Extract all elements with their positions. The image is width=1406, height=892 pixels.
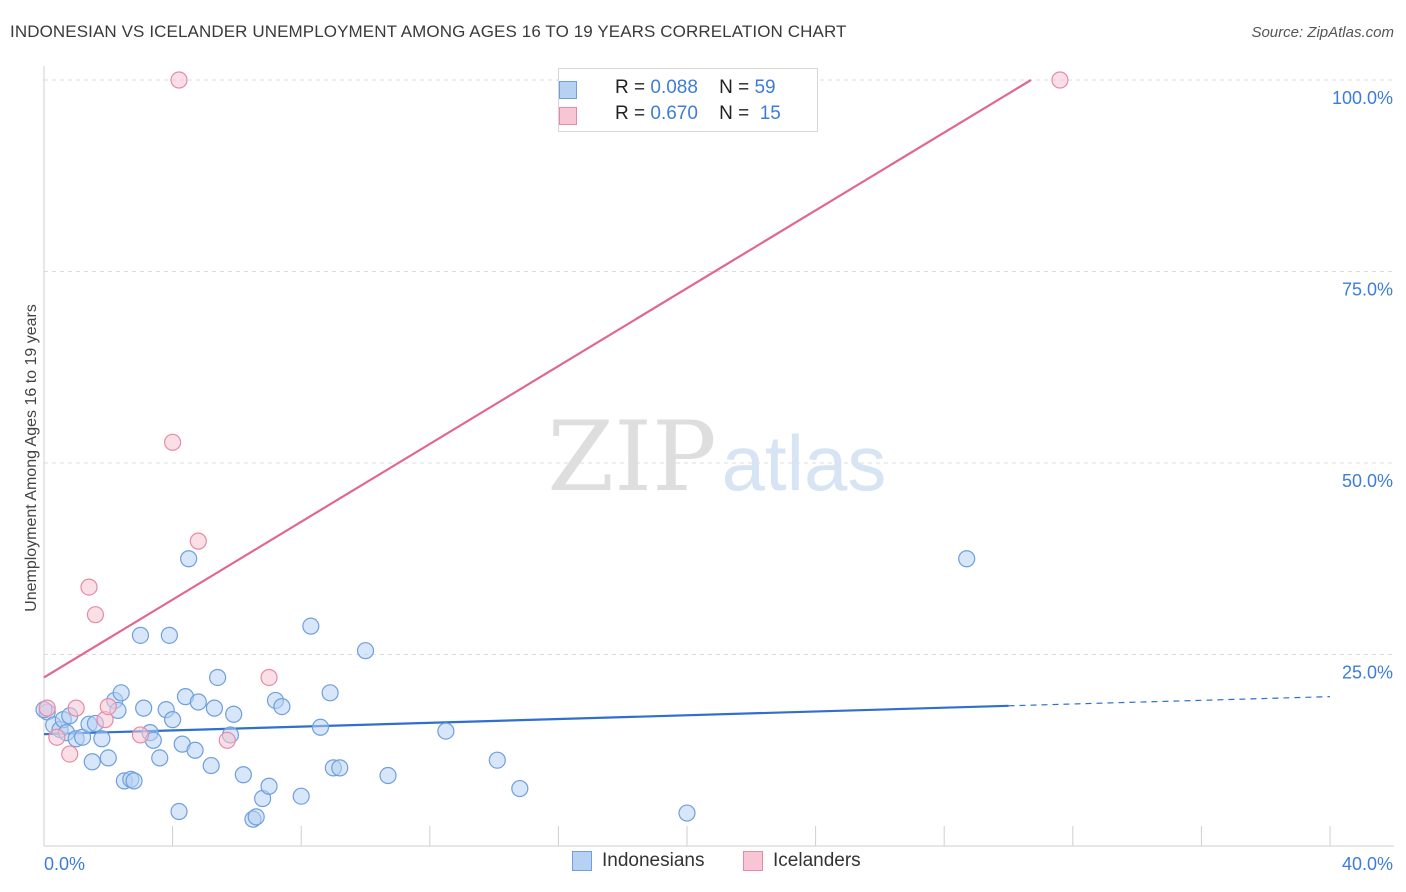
legend-swatch-blue (559, 81, 577, 99)
source-label: Source: ZipAtlas.com (1251, 24, 1394, 41)
n-label: N = (719, 77, 750, 98)
indonesians-point-18 (125, 772, 143, 790)
icelanders-point-1 (48, 728, 66, 746)
indonesians-point-32 (189, 693, 207, 711)
y-tick-label-25: 25.0% (1342, 663, 1393, 683)
icelanders-point-13 (260, 668, 278, 687)
chart-title: INDONESIAN VS ICELANDER UNEMPLOYMENT AMO… (10, 22, 847, 41)
icelanders-point-11 (189, 532, 207, 550)
indonesians-point-30 (180, 550, 198, 568)
indonesians-point-19 (131, 626, 150, 644)
watermark: ZIP atlas (547, 401, 886, 513)
indonesians-point-47 (311, 718, 330, 736)
legend-item-icelanders[interactable]: Icelanders (743, 850, 861, 872)
icelanders-point-5 (86, 606, 105, 624)
indonesians-point-35 (209, 668, 227, 687)
indonesians-point-38 (234, 766, 252, 784)
icelanders-point-8 (131, 726, 150, 744)
indonesians-point-44 (273, 697, 291, 716)
indonesians-point-20 (135, 699, 153, 717)
legend-swatch-indonesians (572, 851, 592, 871)
indonesians-point-12 (99, 749, 117, 767)
n-value: 15 (759, 103, 781, 124)
n-label: N = (719, 103, 750, 124)
indonesians-point-52 (379, 766, 397, 785)
legend-swatch-icelanders (743, 851, 763, 871)
x-tick-label-max: 40.0% (1342, 854, 1393, 874)
indonesians-point-50 (331, 759, 349, 777)
indonesians-point-54 (488, 751, 506, 769)
indonesians-point-11 (93, 730, 111, 748)
y-axis-label: Unemployment Among Ages 16 to 19 years (23, 304, 40, 612)
legend-label-indonesians: Indonesians (602, 850, 705, 871)
indonesians-point-46 (302, 617, 320, 635)
indonesians-point-33 (202, 756, 220, 775)
icelanders-point-14 (1051, 71, 1069, 89)
indonesians-point-48 (321, 684, 339, 702)
icelanders-point-4 (80, 578, 98, 596)
y-tick-label-75: 75.0% (1342, 280, 1393, 300)
icelanders-point-12 (218, 731, 236, 749)
icelanders-point-10 (170, 71, 188, 89)
indonesians-point-51 (356, 642, 375, 660)
n-value: 59 (754, 77, 776, 98)
indonesians-point-53 (437, 722, 455, 740)
indonesians-point-15 (112, 684, 130, 702)
indonesians-point-40 (247, 808, 265, 826)
tick-labels: 25.0% 50.0% 75.0% 100.0% 0.0% 40.0% (44, 88, 1393, 874)
r-label: R = (615, 77, 646, 98)
stats-legend: R = 0.088 N = 59 R = 0.670 N = 15 (558, 68, 818, 132)
watermark-atlas: atlas (722, 419, 887, 507)
legend-label-icelanders: Icelanders (773, 850, 861, 871)
trend-line-indonesians (43, 704, 1009, 736)
icelanders-point-9 (164, 433, 182, 451)
watermark-zip: ZIP (547, 401, 716, 513)
indonesians-point-45 (292, 787, 310, 805)
indonesians-point-25 (160, 626, 178, 644)
x-tick-label-min: 0.0% (44, 854, 85, 874)
indonesians-point-31 (186, 741, 204, 759)
indonesians-point-9 (83, 753, 101, 771)
points-indonesians (35, 550, 976, 828)
indonesians-point-57 (958, 550, 976, 568)
trend-lines (43, 79, 1331, 736)
icelanders-point-0 (38, 699, 56, 717)
stats-legend-row-icelanders: R = 0.670 N = 15 (559, 102, 781, 126)
legend-swatch-pink (559, 107, 577, 125)
r-label: R = (615, 103, 646, 124)
indonesians-point-27 (170, 802, 188, 821)
legend-item-indonesians[interactable]: Indonesians (572, 850, 704, 872)
icelanders-point-7 (99, 697, 117, 716)
indonesians-point-34 (205, 699, 223, 717)
gridlines (44, 79, 1394, 655)
y-tick-label-50: 50.0% (1342, 471, 1393, 491)
indonesians-point-23 (151, 749, 169, 767)
trend-line-icelanders (43, 79, 1032, 679)
points-icelanders (38, 71, 1069, 763)
indonesians-point-26 (164, 711, 182, 729)
icelanders-point-3 (67, 699, 85, 717)
indonesians-point-56 (678, 804, 696, 822)
series-legend: Indonesians Icelanders (0, 850, 1406, 880)
y-tick-label-100: 100.0% (1332, 88, 1393, 108)
indonesians-point-42 (260, 777, 278, 795)
r-value: 0.088 (650, 77, 698, 98)
r-value: 0.670 (650, 103, 698, 124)
indonesians-point-55 (511, 779, 529, 798)
stats-legend-row-indonesians: R = 0.088 N = 59 (559, 76, 776, 100)
icelanders-point-2 (61, 745, 79, 763)
indonesians-point-37 (225, 705, 243, 723)
trend-line-indonesians-extension (1008, 696, 1331, 707)
